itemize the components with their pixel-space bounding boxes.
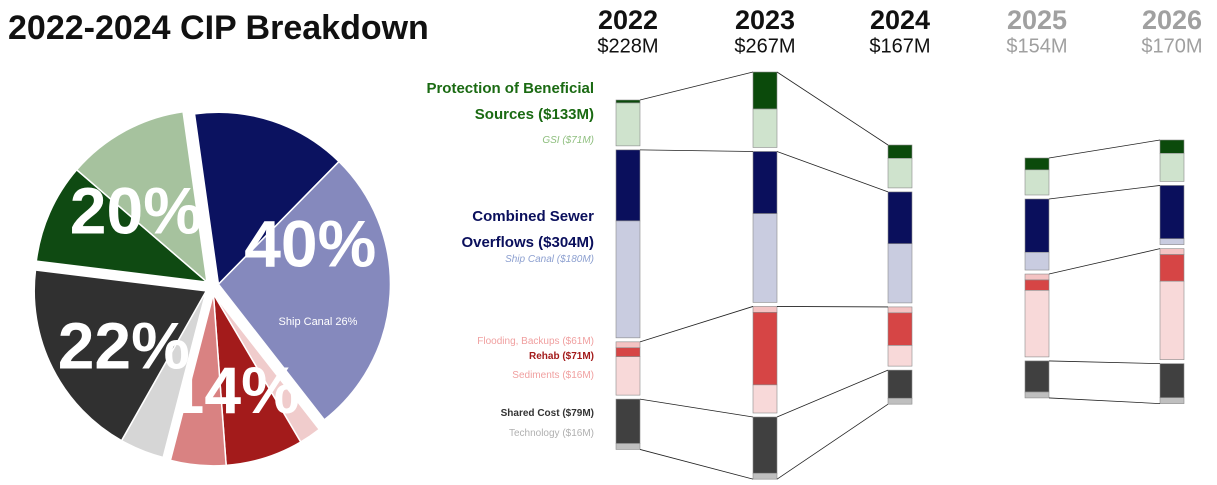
legend-label: Sediments ($16M) [512,370,594,381]
bar-segment [752,472,778,480]
bar-segment [1024,169,1050,196]
total-label: $170M [1141,35,1202,57]
pie-slice [217,160,392,421]
pie-slice [193,111,341,286]
bar-segment [1159,397,1185,404]
pie-slice [33,269,208,442]
bar-segment [1024,251,1050,271]
legend-label: Ship Canal ($180M) [505,254,594,265]
bar-segment [887,191,913,245]
year-label: 2025 [1007,5,1067,35]
chart-title: 2022-2024 CIP Breakdown [8,9,429,47]
legend-label: Combined Sewer Overflows ($304M) [461,208,594,252]
connector [639,449,754,480]
bar-segment [1159,363,1185,398]
year-label: 2023 [735,5,795,35]
total-label: $154M [1006,35,1067,57]
bar-segment [615,356,641,396]
bar-segment [887,243,913,304]
bar-segment [887,158,913,189]
year-label: 2026 [1142,5,1202,35]
bar-segment [752,71,778,110]
connector [776,71,889,146]
bar-segment [887,312,913,346]
bar-segment [615,99,641,104]
connector [639,398,754,418]
pie-slice [169,293,227,467]
bar-segment [615,443,641,450]
connector [776,151,889,193]
bar-segment [1159,153,1185,182]
slice-annotation: Ship Canal 26% [279,316,358,328]
bar-segment [1159,280,1185,360]
bar-segment [1024,290,1050,358]
bar-segment [615,347,641,357]
connector [1048,248,1161,275]
connector [776,369,889,418]
slice-label: 40% [244,207,376,281]
bar-segment [1159,248,1185,255]
bar-segment [887,369,913,399]
bar-segment [615,149,641,222]
total-label: $228M [597,35,658,57]
legend-label: Rehab ($71M) [528,351,594,362]
bar-segment [887,306,913,314]
legend-label: Flooding, Backups ($61M) [477,336,594,347]
bar-segment [752,306,778,313]
bar-segment [1024,279,1050,291]
bar-segment [1024,273,1050,281]
bar-segment [1159,185,1185,240]
total-label: $167M [869,35,930,57]
bar-segment [1024,391,1050,399]
bar-segment [752,384,778,414]
bar-segment [752,108,778,148]
slice-label: 14% [168,353,300,427]
bar-segment [887,345,913,367]
year-label: 2024 [870,5,930,35]
pie-slice [35,168,210,284]
bar-segment [1159,254,1185,282]
connector [639,306,754,343]
connector [776,403,889,480]
bar-segment [615,102,641,147]
bar-segment [1024,198,1050,253]
connector [639,149,754,152]
connector [1048,185,1161,200]
bar-segment [887,397,913,405]
legend-label: Shared Cost ($79M) [500,408,594,419]
legend-label: Technology ($16M) [508,428,594,439]
slice-label: 22% [58,309,190,383]
connector [1048,360,1161,365]
bar-segment [752,213,778,303]
total-label: $267M [734,35,795,57]
bar-segment [1024,157,1050,171]
bar-segment [887,144,913,159]
legend-label: GSI ($71M) [542,135,594,146]
connector [1048,397,1161,404]
year-label: 2022 [598,5,658,35]
bar-segment [615,398,641,444]
bar-segment [615,220,641,339]
bar-segment [1159,238,1185,245]
legend-label: Protection of Beneficial Sources ($133M) [426,80,594,124]
bar-segment [752,312,778,386]
bar-segment [1024,360,1050,393]
bar-segment [615,341,641,349]
pie-slice [75,110,209,284]
bar-segment [1159,139,1185,154]
slice-label: 20% [70,174,202,248]
connector [1048,139,1161,159]
connector [639,71,754,101]
bar-segment [752,416,778,474]
bar-segment [752,151,778,214]
